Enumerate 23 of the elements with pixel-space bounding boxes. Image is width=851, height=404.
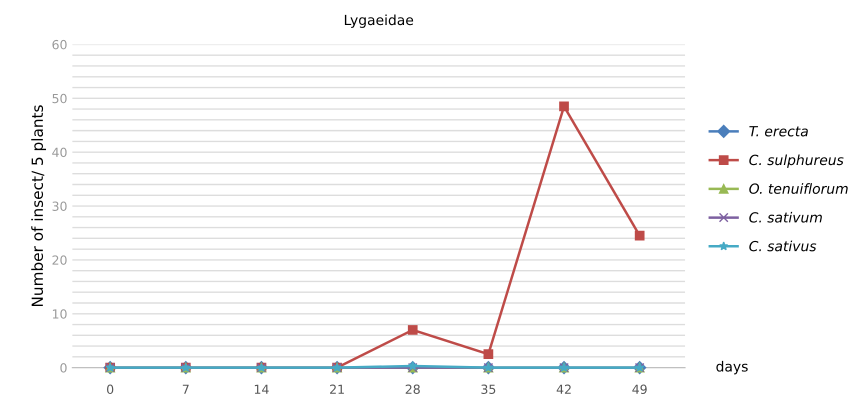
x-tick-label: 42: [556, 384, 571, 394]
legend-label: C. sativum: [749, 212, 822, 223]
chart-title: Lygaeidae: [344, 14, 414, 28]
x-tick-label: 14: [254, 384, 269, 394]
legend-label: O. tenuiflorum: [749, 183, 848, 194]
y-tick-label: 40: [52, 148, 67, 158]
y-tick-label: 20: [52, 255, 67, 265]
x-tick-label: 21: [330, 384, 344, 394]
x-tick-label: 35: [481, 384, 496, 394]
legend-label: C. sativus: [749, 240, 816, 252]
y-axis-title: Number of insect/ 5 plants: [31, 105, 46, 306]
x-axis-title: days: [716, 360, 748, 374]
x-tick-label: 28: [406, 384, 420, 394]
y-tick-label: 30: [52, 202, 67, 211]
y-tick-label: 10: [52, 309, 67, 319]
x-tick-label: 0: [107, 384, 114, 394]
y-tick-label: 50: [52, 94, 67, 104]
y-tick-label: 60: [52, 40, 67, 50]
legend-label: T. erecta: [749, 126, 808, 136]
x-tick-label: 7: [182, 384, 189, 394]
legend-label: C. sulphureus: [749, 154, 844, 168]
y-tick-label: 0: [60, 363, 67, 373]
x-tick-label: 49: [632, 384, 647, 394]
